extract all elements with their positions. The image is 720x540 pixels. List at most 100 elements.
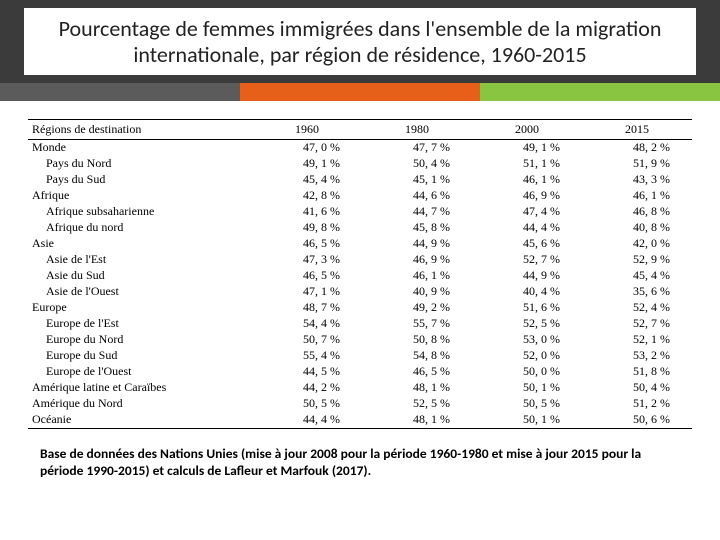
row-value: 50, 8 %: [362, 332, 472, 348]
row-value: 44, 9 %: [472, 268, 582, 284]
table-row: Europe de l'Ouest44, 5 %46, 5 %50, 0 %51…: [28, 364, 692, 380]
table-row: Asie du Sud46, 5 %46, 1 %44, 9 %45, 4 %: [28, 268, 692, 284]
row-value: 35, 6 %: [582, 284, 692, 300]
row-value: 44, 5 %: [252, 364, 362, 380]
title-box: Pourcentage de femmes immigrées dans l'e…: [24, 8, 696, 75]
row-value: 46, 1 %: [582, 188, 692, 204]
row-value: 46, 5 %: [252, 268, 362, 284]
page-title: Pourcentage de femmes immigrées dans l'e…: [40, 16, 680, 69]
table-row: Europe48, 7 %49, 2 %51, 6 %52, 4 %: [28, 300, 692, 316]
table-row: Afrique du nord49, 8 %45, 8 %44, 4 %40, …: [28, 220, 692, 236]
row-value: 40, 9 %: [362, 284, 472, 300]
row-label: Afrique du nord: [28, 220, 252, 236]
accent-stripes: [0, 83, 720, 101]
row-label: Amérique du Nord: [28, 396, 252, 412]
row-value: 48, 2 %: [582, 139, 692, 156]
row-value: 49, 8 %: [252, 220, 362, 236]
row-value: 52, 7 %: [472, 252, 582, 268]
row-value: 50, 7 %: [252, 332, 362, 348]
row-value: 51, 8 %: [582, 364, 692, 380]
row-value: 55, 4 %: [252, 348, 362, 364]
table-body: Monde47, 0 %47, 7 %49, 1 %48, 2 %Pays du…: [28, 139, 692, 428]
row-value: 43, 3 %: [582, 172, 692, 188]
row-value: 45, 4 %: [252, 172, 362, 188]
row-value: 46, 1 %: [472, 172, 582, 188]
row-label: Asie du Sud: [28, 268, 252, 284]
row-value: 42, 0 %: [582, 236, 692, 252]
row-value: 44, 4 %: [252, 412, 362, 429]
row-label: Amérique latine et Caraïbes: [28, 380, 252, 396]
row-label: Asie de l'Est: [28, 252, 252, 268]
row-value: 44, 6 %: [362, 188, 472, 204]
row-value: 50, 1 %: [472, 380, 582, 396]
stripe-2: [240, 83, 480, 101]
row-value: 49, 1 %: [252, 156, 362, 172]
row-value: 52, 5 %: [472, 316, 582, 332]
row-value: 45, 8 %: [362, 220, 472, 236]
row-value: 48, 1 %: [362, 380, 472, 396]
row-value: 46, 8 %: [582, 204, 692, 220]
table-row: Pays du Sud45, 4 %45, 1 %46, 1 %43, 3 %: [28, 172, 692, 188]
row-value: 47, 1 %: [252, 284, 362, 300]
row-label: Pays du Nord: [28, 156, 252, 172]
row-value: 52, 4 %: [582, 300, 692, 316]
row-label: Océanie: [28, 412, 252, 429]
row-value: 50, 4 %: [582, 380, 692, 396]
row-value: 52, 0 %: [472, 348, 582, 364]
row-value: 48, 7 %: [252, 300, 362, 316]
row-value: 51, 2 %: [582, 396, 692, 412]
table-row: Europe du Nord50, 7 %50, 8 %53, 0 %52, 1…: [28, 332, 692, 348]
header-block: Pourcentage de femmes immigrées dans l'e…: [0, 0, 720, 101]
row-label: Europe de l'Est: [28, 316, 252, 332]
row-value: 52, 1 %: [582, 332, 692, 348]
row-value: 46, 9 %: [362, 252, 472, 268]
table-row: Asie de l'Ouest47, 1 %40, 9 %40, 4 %35, …: [28, 284, 692, 300]
row-value: 54, 8 %: [362, 348, 472, 364]
row-value: 44, 7 %: [362, 204, 472, 220]
row-label: Pays du Sud: [28, 172, 252, 188]
table-row: Monde47, 0 %47, 7 %49, 1 %48, 2 %: [28, 139, 692, 156]
header-regions: Régions de destination: [28, 119, 252, 139]
row-value: 49, 1 %: [472, 139, 582, 156]
table-row: Europe de l'Est54, 4 %55, 7 %52, 5 %52, …: [28, 316, 692, 332]
row-value: 45, 1 %: [362, 172, 472, 188]
row-value: 40, 8 %: [582, 220, 692, 236]
row-value: 53, 2 %: [582, 348, 692, 364]
table-row: Europe du Sud55, 4 %54, 8 %52, 0 %53, 2 …: [28, 348, 692, 364]
row-value: 50, 4 %: [362, 156, 472, 172]
row-value: 44, 2 %: [252, 380, 362, 396]
header-year-2: 2000: [472, 119, 582, 139]
row-value: 51, 9 %: [582, 156, 692, 172]
row-label: Europe du Nord: [28, 332, 252, 348]
row-value: 55, 7 %: [362, 316, 472, 332]
row-value: 49, 2 %: [362, 300, 472, 316]
row-value: 51, 1 %: [472, 156, 582, 172]
row-value: 50, 0 %: [472, 364, 582, 380]
row-label: Afrique subsaharienne: [28, 204, 252, 220]
row-label: Europe du Sud: [28, 348, 252, 364]
header-year-1: 1980: [362, 119, 472, 139]
row-value: 54, 4 %: [252, 316, 362, 332]
footnote: Base de données des Nations Unies (mise …: [0, 429, 720, 480]
row-value: 50, 6 %: [582, 412, 692, 429]
row-value: 47, 4 %: [472, 204, 582, 220]
row-value: 47, 3 %: [252, 252, 362, 268]
row-value: 42, 8 %: [252, 188, 362, 204]
row-value: 48, 1 %: [362, 412, 472, 429]
row-value: 47, 0 %: [252, 139, 362, 156]
table-container: Régions de destination 1960 1980 2000 20…: [0, 101, 720, 429]
table-row: Asie46, 5 %44, 9 %45, 6 %42, 0 %: [28, 236, 692, 252]
row-value: 50, 5 %: [472, 396, 582, 412]
stripe-1: [0, 83, 240, 101]
row-value: 47, 7 %: [362, 139, 472, 156]
row-value: 41, 6 %: [252, 204, 362, 220]
row-value: 52, 5 %: [362, 396, 472, 412]
row-value: 46, 5 %: [252, 236, 362, 252]
row-value: 44, 9 %: [362, 236, 472, 252]
row-value: 46, 1 %: [362, 268, 472, 284]
row-label: Afrique: [28, 188, 252, 204]
row-value: 52, 7 %: [582, 316, 692, 332]
row-value: 46, 9 %: [472, 188, 582, 204]
table-row: Amérique du Nord50, 5 %52, 5 %50, 5 %51,…: [28, 396, 692, 412]
row-label: Europe de l'Ouest: [28, 364, 252, 380]
